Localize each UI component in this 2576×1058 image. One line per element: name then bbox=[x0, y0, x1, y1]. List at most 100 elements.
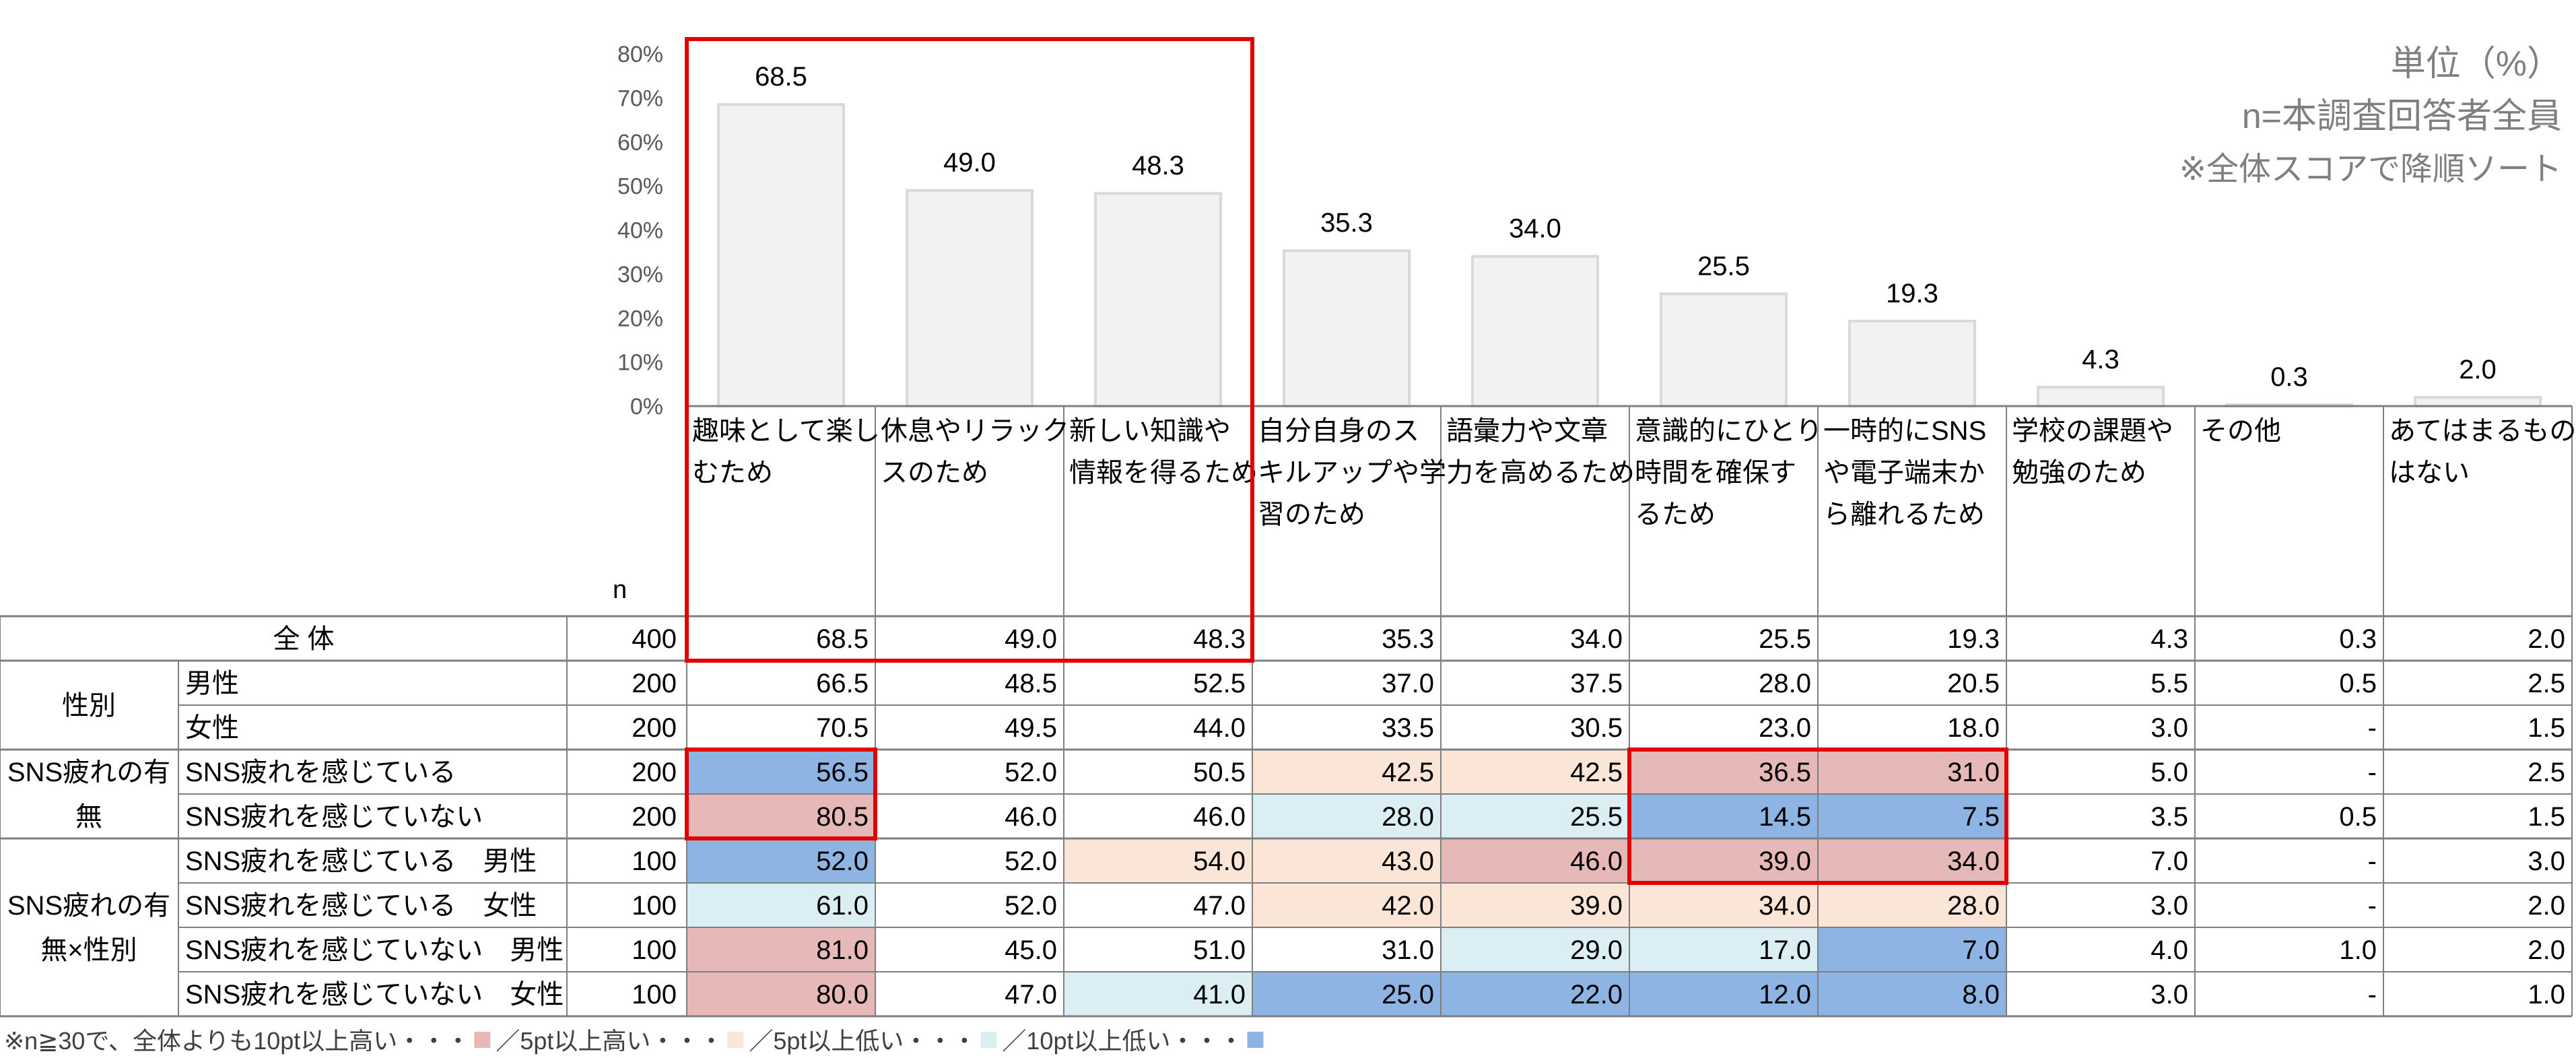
category-label: はない bbox=[2389, 458, 2470, 488]
table-cell-value: 39.0 bbox=[1570, 891, 1623, 921]
legend-swatch bbox=[474, 1032, 491, 1048]
table-cell-value: 25.5 bbox=[1759, 624, 1811, 654]
table-cell-value: 2.5 bbox=[2528, 758, 2565, 787]
row-label: SNS疲れを感じていない 女性 bbox=[185, 980, 564, 1010]
group-label: 無 bbox=[75, 802, 102, 832]
legend-text: ／5pt以上低い・・・ bbox=[749, 1027, 976, 1055]
table-cell-value: 20.5 bbox=[1947, 669, 2000, 698]
table-cell-value: 47.0 bbox=[1005, 980, 1057, 1010]
category-label: 習のため bbox=[1258, 500, 1365, 529]
category-label: あてはまるもの bbox=[2389, 416, 2576, 446]
legend-swatch bbox=[980, 1032, 997, 1048]
table-cell-value: 46.0 bbox=[1193, 802, 1246, 832]
row-label: 男性 bbox=[185, 669, 239, 698]
table-cell-value: 36.5 bbox=[1759, 758, 1811, 787]
table-cell-value: 3.0 bbox=[2150, 891, 2188, 921]
highlight-box bbox=[685, 37, 1254, 663]
table-cell-value: 39.0 bbox=[1759, 847, 1811, 876]
y-tick-label: 20% bbox=[617, 306, 663, 331]
table-cell-value: 5.0 bbox=[2150, 758, 2188, 787]
cell-highlight bbox=[1629, 794, 1818, 838]
category-label: 時間を確保す bbox=[1635, 458, 1796, 488]
table-cell-value: 42.5 bbox=[1382, 758, 1434, 787]
table-cell-value: - bbox=[2368, 847, 2377, 876]
category-label: 情報を得るため bbox=[1069, 458, 1258, 488]
cell-highlight bbox=[1441, 794, 1629, 838]
table-cell-value: 12.0 bbox=[1759, 980, 1811, 1010]
row-n: 100 bbox=[632, 891, 677, 921]
cell-highlight bbox=[1818, 883, 2006, 927]
cell-highlight bbox=[1818, 794, 2006, 838]
table-cell-value: 0.3 bbox=[2339, 624, 2377, 654]
bar-value-label: 35.3 bbox=[1320, 208, 1373, 238]
table-cell-value: 2.0 bbox=[2528, 935, 2565, 965]
table-cell-value: - bbox=[2368, 713, 2377, 743]
bar-value-label: 48.3 bbox=[1132, 151, 1184, 180]
cell-highlight bbox=[1441, 972, 1629, 1016]
y-tick-label: 0% bbox=[630, 394, 663, 420]
table-cell-value: 49.0 bbox=[1005, 624, 1057, 654]
table-cell-value: 8.0 bbox=[1962, 980, 2000, 1010]
group-label: 無×性別 bbox=[40, 935, 137, 965]
table-cell-value: 17.0 bbox=[1759, 935, 1811, 965]
cell-highlight bbox=[687, 972, 875, 1016]
table-cell-value: 0.5 bbox=[2339, 669, 2377, 698]
table-cell-value: 47.0 bbox=[1193, 891, 1246, 921]
table-cell-value: 42.0 bbox=[1382, 891, 1434, 921]
table-cell-value: 37.0 bbox=[1382, 669, 1434, 698]
table-cell-value: 44.0 bbox=[1193, 713, 1246, 743]
bar-value-label: 4.3 bbox=[2082, 345, 2120, 374]
y-tick-label: 50% bbox=[617, 174, 663, 199]
table-cell-value: 28.0 bbox=[1382, 802, 1434, 832]
table-cell-value: 41.0 bbox=[1193, 980, 1246, 1010]
unit-note: 単位（%） bbox=[2391, 44, 2562, 84]
table-cell-value: 54.0 bbox=[1193, 847, 1246, 876]
table-cell-value: 0.5 bbox=[2339, 802, 2377, 832]
table-cell-value: 4.3 bbox=[2150, 624, 2188, 654]
table-cell-value: 37.5 bbox=[1570, 669, 1623, 698]
table-cell-value: 5.5 bbox=[2150, 669, 2188, 698]
cell-highlight bbox=[1252, 750, 1441, 794]
table-cell-value: 2.0 bbox=[2528, 624, 2565, 654]
category-label: キルアップや学 bbox=[1258, 458, 1446, 488]
row-n: 200 bbox=[632, 713, 677, 743]
table-cell-value: 7.5 bbox=[1962, 802, 2000, 832]
table-cell-value: 80.0 bbox=[816, 980, 869, 1010]
cell-highlight bbox=[1818, 972, 2006, 1016]
table-cell-value: 80.5 bbox=[816, 802, 869, 832]
y-tick-label: 30% bbox=[617, 262, 663, 288]
category-label: 意識的にひとり bbox=[1635, 416, 1823, 446]
cell-highlight bbox=[1818, 927, 2006, 972]
row-label: 女性 bbox=[185, 713, 239, 743]
table-cell-value: 25.0 bbox=[1382, 980, 1434, 1010]
table-cell-value: 52.0 bbox=[1005, 891, 1057, 921]
table-cell-value: - bbox=[2368, 758, 2377, 787]
table-cell-value: 2.5 bbox=[2528, 669, 2565, 698]
cell-highlight bbox=[1252, 883, 1441, 927]
bar bbox=[1094, 192, 1222, 407]
bar-value-label: 68.5 bbox=[755, 62, 807, 92]
table-cell-value: 34.0 bbox=[1759, 891, 1811, 921]
table-cell-value: 45.0 bbox=[1005, 935, 1057, 965]
cell-highlight bbox=[687, 927, 875, 972]
table-cell-value: - bbox=[2368, 891, 2377, 921]
table-cell-value: 2.0 bbox=[2528, 891, 2565, 921]
cell-highlight bbox=[687, 838, 875, 883]
table-cell-value: 70.5 bbox=[816, 713, 869, 743]
table-cell-value: 3.0 bbox=[2150, 713, 2188, 743]
bar bbox=[2414, 395, 2542, 407]
table-cell-value: 61.0 bbox=[816, 891, 869, 921]
table-cell-value: 28.0 bbox=[1759, 669, 1811, 698]
table-cell-value: 31.0 bbox=[1947, 758, 2000, 787]
cell-highlight bbox=[1629, 883, 1818, 927]
table-cell-value: 3.5 bbox=[2150, 802, 2188, 832]
category-label: 語彙力や文章 bbox=[1446, 416, 1608, 446]
table-cell-value: 3.0 bbox=[2150, 980, 2188, 1010]
bar bbox=[717, 103, 845, 407]
cell-highlight bbox=[1629, 750, 1818, 794]
table-cell-value: 48.3 bbox=[1193, 624, 1246, 654]
legend-text: ※n≧30で、全体よりも10pt以上高い・・・ bbox=[4, 1027, 470, 1055]
bar bbox=[1660, 292, 1788, 408]
cell-highlight bbox=[1818, 750, 2006, 794]
